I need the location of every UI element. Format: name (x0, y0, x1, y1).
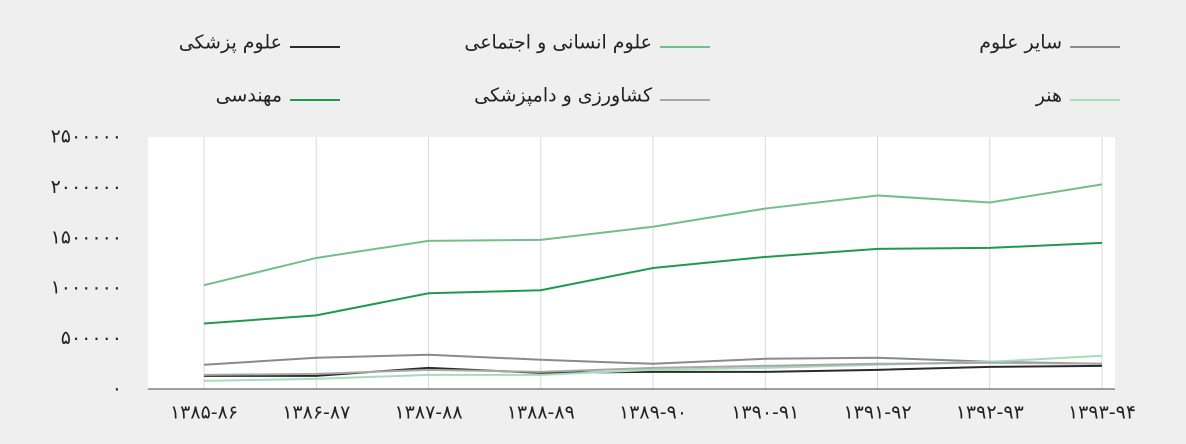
y-tick-label: ۲۵۰۰۰۰۰ (51, 126, 122, 148)
series-line (203, 361, 1103, 376)
series-line (203, 241, 1103, 325)
x-tick-label: ۱۳۹۲-۹۳ (956, 402, 1024, 424)
series-line (203, 183, 1103, 287)
x-tick-label: ۱۳۹۱-۹۲ (843, 402, 911, 424)
y-tick-label: ۱۵۰۰۰۰۰ (51, 226, 122, 248)
y-tick-label: ۵۰۰۰۰۰ (61, 327, 122, 349)
legend-label: هنر (1035, 85, 1062, 107)
x-tick-label: ۱۳۹۰-۹۱ (731, 402, 799, 424)
x-tick-label: ۱۳۸۵-۸۶ (170, 402, 238, 424)
legend-label: علوم پزشکی (179, 32, 282, 54)
legend-label: سایر علوم (979, 32, 1062, 54)
x-tick-label: ۱۳۹۳-۹۴ (1068, 402, 1136, 424)
plot-area (148, 137, 1115, 389)
y-tick-label: ۱۰۰۰۰۰۰ (51, 277, 122, 299)
legend-label: کشاورزی و دامپزشکی (474, 85, 653, 107)
x-tick-label: ۱۳۸۶-۸۷ (282, 402, 350, 424)
y-tick-label: ۰ (112, 378, 122, 400)
x-tick-label: ۱۳۸۹-۹۰ (619, 402, 687, 424)
series-line (203, 353, 1103, 366)
legend-label: مهندسی (216, 85, 282, 107)
y-tick-label: ۲۰۰۰۰۰۰ (51, 176, 122, 198)
x-tick-label: ۱۳۸۷-۸۸ (394, 402, 462, 424)
legend-label: علوم انسانی و اجتماعی (464, 32, 652, 54)
x-tick-label: ۱۳۸۸-۸۹ (507, 402, 575, 424)
